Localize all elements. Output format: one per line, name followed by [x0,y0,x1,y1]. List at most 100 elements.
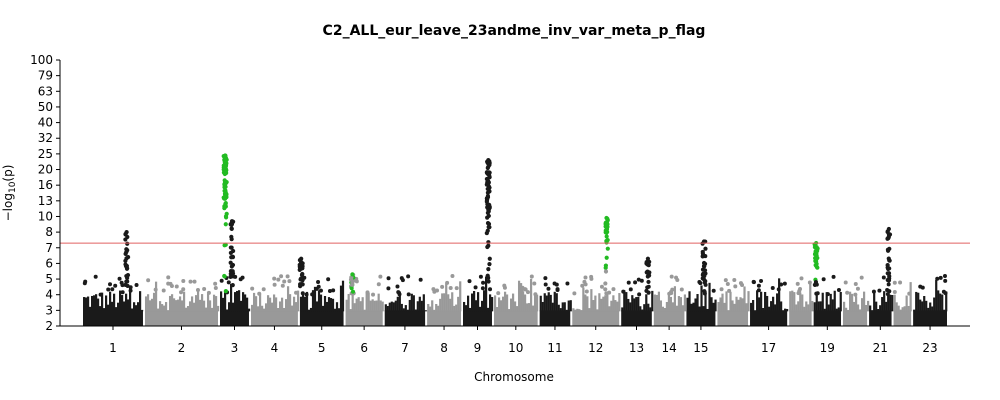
chromosome-12-column [582,287,585,312]
data-point [327,288,332,293]
chromosome-1-column [95,294,98,312]
chromosome-2-column [192,302,196,312]
chromosome-2-column [206,293,210,312]
peak-point [644,270,649,275]
chromosome-10-column [507,309,511,312]
data-point [502,283,507,288]
chromosome-18-column [791,290,794,312]
data-point [845,290,850,295]
chromosome-3-column [241,292,245,312]
chromosome-17-column [764,291,767,312]
data-point [119,280,124,285]
chromosome-13-column [643,304,646,312]
chromosome-20-column [846,309,850,312]
peak-point [125,241,130,246]
chromosome-9-column [462,301,466,312]
data-point [525,290,530,295]
peak-point [124,273,129,279]
chromosome-5-column [299,296,303,312]
chromosome-1-column [123,301,126,312]
chromosome-5-column [313,286,317,312]
data-point [855,286,860,291]
chromosome-5-points [299,275,345,326]
chromosome-22-column [897,305,900,312]
chromosome-10-column [493,295,497,312]
chromosome-23-column [937,290,940,312]
chromosome-13-column [645,294,648,312]
chromosome-19-column [839,291,842,312]
chromosome-7-column [408,299,411,312]
chromosome-4-column [278,301,282,312]
chromosome-1-base [83,310,143,326]
chromosome-3-column [235,290,239,312]
chromosome-5-column [337,308,341,312]
chromosome-23-points [913,274,948,326]
chromosome-13-column [621,307,624,312]
peak-point [701,271,706,276]
peak-point [887,258,892,263]
data-point [316,279,321,284]
chromosome-19-column [823,308,826,312]
chromosome-2-column [172,298,176,312]
chromosome-16-column [747,291,750,312]
chromosome-23-column [919,299,922,312]
x-tick-label: 8 [440,341,448,355]
data-point [727,288,732,293]
chromosome-2-column [204,307,208,312]
chromosome-21-base [869,310,892,326]
peak-point [125,255,131,260]
chromosome-9-column [484,276,488,312]
peak-point [230,283,235,288]
chromosome-1-column [111,301,114,312]
peak-chromosome-15 [700,239,708,285]
data-point [583,282,588,287]
data-point [543,276,548,281]
chromosome-1-column [141,309,144,312]
chromosome-10-column [523,294,527,312]
peak-point [223,201,228,207]
chromosome-3-column [247,308,251,312]
peak-point [298,259,304,265]
data-point [669,289,674,294]
chromosome-16-column [717,302,720,312]
data-point [192,279,197,284]
chromosome-9-column [468,307,472,312]
chromosome-4-column [284,299,288,312]
chromosome-2-column [184,307,188,312]
peak-point [223,242,228,247]
chromosome-15-column [708,282,711,312]
chromosome-4-column [264,303,268,312]
chromosome-6-column [355,298,358,312]
chromosome-19-column [825,292,828,312]
x-tick-label: 3 [231,341,239,355]
chromosome-5-column [321,305,325,312]
chromosome-17-column [762,308,765,312]
chromosome-21-column [879,305,882,312]
chromosome-22-points [892,280,912,326]
data-point [146,278,151,283]
chromosome-16-column [739,297,742,312]
x-tick-label: 9 [474,341,482,355]
chromosome-9-column [482,290,486,312]
data-point [406,274,411,279]
peak-point [350,280,355,285]
chromosome-2-column [156,308,160,312]
peak-point [604,225,610,231]
data-point [316,284,321,289]
chromosome-1-column [91,295,94,312]
data-point [106,287,111,292]
peak-top-point [350,272,355,277]
y-tick-label: 4 [45,288,53,302]
chromosome-2-column [148,300,152,312]
data-point [943,278,948,283]
y-tick-label: 7 [45,241,53,255]
chromosome-1-column [127,299,130,312]
data-point [532,281,537,286]
chromosome-7-column [394,300,397,312]
chromosome-5-column [331,298,335,312]
chromosome-4-column [282,307,286,312]
chromosome-6-column [379,300,382,312]
chromosome-20-column [864,304,868,312]
chromosome-17-column [756,290,759,312]
chromosome-13-column [641,309,644,312]
